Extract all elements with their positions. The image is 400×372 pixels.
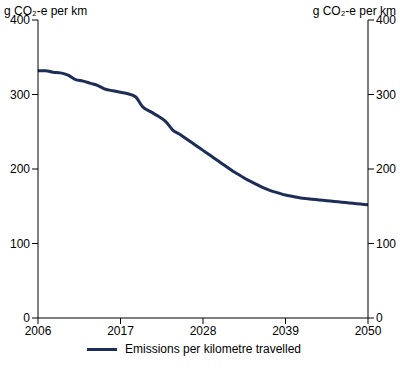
svg-text:100: 100 bbox=[376, 237, 392, 251]
svg-text:0: 0 bbox=[376, 311, 383, 325]
svg-text:2006: 2006 bbox=[25, 324, 52, 338]
svg-text:300: 300 bbox=[10, 88, 30, 102]
svg-text:100: 100 bbox=[10, 237, 30, 251]
svg-text:2050: 2050 bbox=[355, 324, 382, 338]
svg-text:0: 0 bbox=[23, 311, 30, 325]
svg-text:200: 200 bbox=[10, 162, 30, 176]
svg-text:400: 400 bbox=[10, 13, 30, 27]
svg-text:400: 400 bbox=[376, 13, 392, 27]
svg-text:2028: 2028 bbox=[190, 324, 217, 338]
svg-text:300: 300 bbox=[376, 88, 392, 102]
svg-text:2017: 2017 bbox=[107, 324, 134, 338]
svg-text:200: 200 bbox=[376, 162, 392, 176]
svg-text:2039: 2039 bbox=[272, 324, 299, 338]
